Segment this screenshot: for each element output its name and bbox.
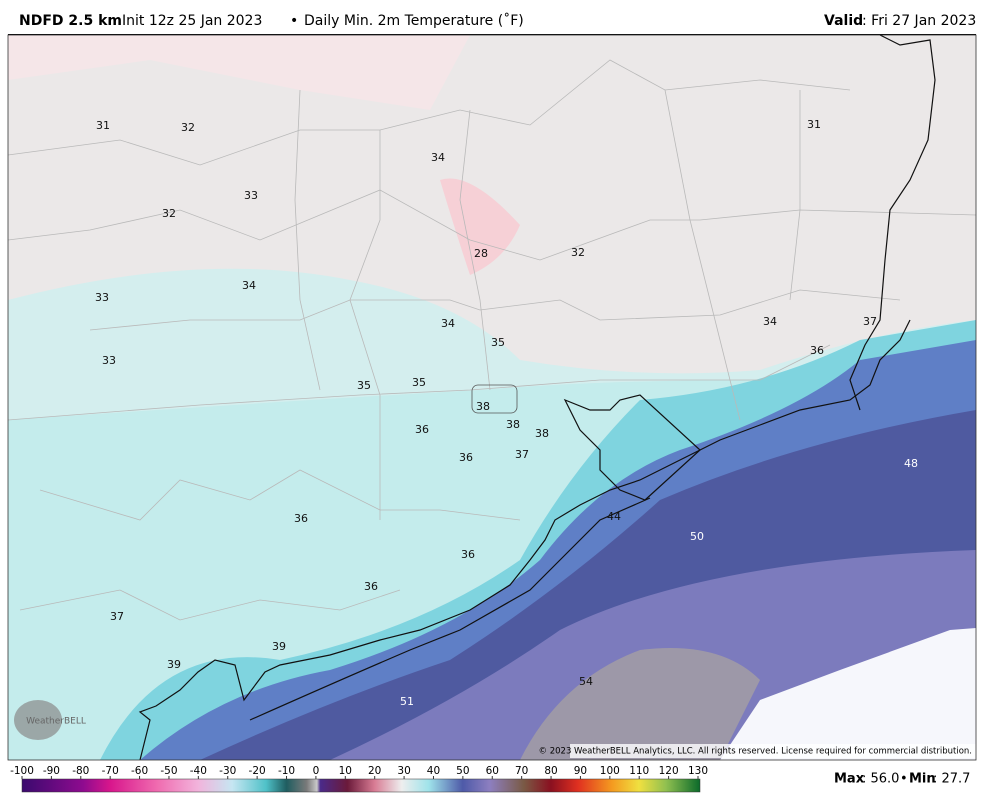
temperature-label: 32 [162,207,176,220]
colorbar-tick-label: 40 [427,765,440,777]
valid-label: Valid [824,13,863,29]
colorbar-tick-label: 20 [368,765,381,777]
separator: • [290,13,298,29]
min-label: Min [909,772,936,787]
colorbar-tick-label: 120 [659,765,679,777]
temperature-label: 37 [515,448,529,461]
logo: WeatherBELL [26,717,86,727]
colorbar-tick-label: 10 [339,765,352,777]
temperature-labels: 31 32 34 31 33 32 28 32 33 34 34 35 34 37 36 33 35 35 38 38… [95,118,918,708]
temperature-label: 32 [571,246,585,259]
temperature-label: 33 [95,291,109,304]
temperature-label: 36 [810,344,824,357]
temperature-label: 39 [167,658,181,671]
colorbar-tick-label: 30 [397,765,410,777]
warm-area [8,35,470,110]
temperature-label: 37 [863,315,877,328]
temperature-label: 48 [904,457,918,470]
county-lines [8,59,976,621]
temperature-label: 38 [476,400,490,413]
copyright-bg [570,744,976,758]
temperature-label: 35 [491,336,505,349]
temperature-label: 39 [272,640,286,653]
temperature-label: 44 [607,510,621,523]
colorbar-tick-label: 90 [574,765,587,777]
map: 31 32 34 31 33 32 28 32 33 34 34 35 34 37 36 33 35 35 38 38… [8,35,976,760]
temperature-label: 38 [506,418,520,431]
temperature-label: 31 [807,118,821,131]
min-value: : 27.7 [933,772,970,787]
colorbar-scale [21,778,701,793]
coastline [563,394,701,501]
temperature-label: 36 [459,451,473,464]
colorbar-tick-label: -70 [102,765,119,777]
colorbar-tick-label: 0 [313,765,320,777]
temperature-label: 36 [364,580,378,593]
cold-spot [440,178,520,275]
colorbar-tick-label: -90 [43,765,60,777]
colorbar-tick-label: -80 [72,765,89,777]
init-time: Init 12z 25 Jan 2023 [122,13,262,29]
colorbar-tick-label: 100 [600,765,620,777]
colorbar: -100 -90 -80 -70 -60 -50 -40 -30 -20 -10 0 10 20 30 40… [10,765,708,793]
temperature-label: 50 [690,530,704,543]
temperature-label: 33 [244,189,258,202]
temperature-label: 31 [96,119,110,132]
colorbar-tick-label: -40 [190,765,207,777]
no-data [720,628,976,760]
logo-mark [14,700,62,740]
temperature-label: 34 [763,315,777,328]
colorbar-tick-label: 70 [515,765,528,777]
colorbar-tick-label: -20 [249,765,266,777]
model: NDFD 2.5 km [19,13,122,29]
map-frame [7,34,977,761]
colorbar-tick-label: -10 [278,765,295,777]
temperature-label: 35 [412,376,426,389]
colorbar-tick-label: -50 [160,765,177,777]
temperature-label: 36 [415,423,429,436]
colorbar-tick-label: 80 [544,765,557,777]
water-warm [520,648,760,760]
max-label: Max [834,772,865,787]
product: Daily Min. 2m Temperature (˚F) [304,12,524,29]
coastline [849,35,936,411]
temperature-label: 28 [474,247,488,260]
colorbar-tick-label: -100 [10,765,34,777]
coastline [138,319,911,760]
temperature-label: 34 [431,151,445,164]
colorbar-tick-label: -60 [131,765,148,777]
temperature-label: 36 [294,512,308,525]
temperature-label: 32 [181,121,195,134]
temperature-label: 35 [357,379,371,392]
temperature-label: 34 [242,279,256,292]
max-value: : 56.0 [862,772,899,787]
colorbar-tick-label: 60 [486,765,499,777]
colorbar-tick-label: 50 [456,765,469,777]
temperature-label: 38 [535,427,549,440]
temperature-label: 33 [102,354,116,367]
coastline [249,497,651,721]
metro-outline [471,384,518,414]
valid-date: : Fri 27 Jan 2023 [862,13,976,29]
temperature-label: 51 [400,695,414,708]
copyright: © 2023 WeatherBELL Analytics, LLC. All r… [539,747,972,757]
temperature-label: 36 [461,548,475,561]
separator: • [900,772,908,787]
colorbar-tick-label: 130 [688,765,708,777]
temperature-label: 54 [579,675,593,688]
temperature-label: 37 [110,610,124,623]
colorbar-tick-label: -30 [219,765,236,777]
temperature-label: 34 [441,317,455,330]
colorbar-tick-label: 110 [629,765,649,777]
